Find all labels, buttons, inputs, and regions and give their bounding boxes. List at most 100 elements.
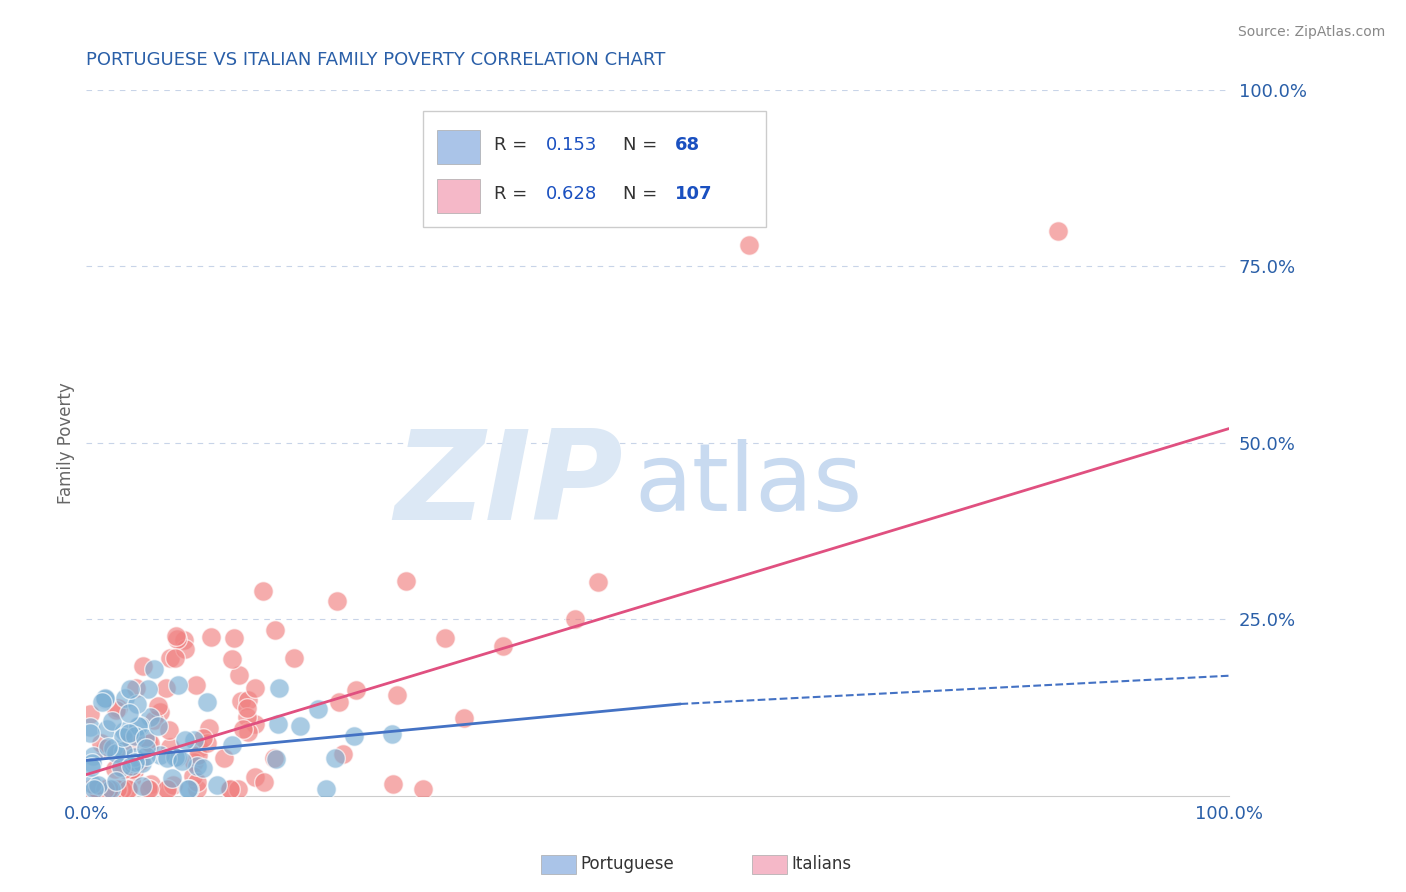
Point xyxy=(1046,224,1069,238)
Text: 68: 68 xyxy=(675,136,700,153)
Point xyxy=(173,632,195,647)
Point xyxy=(83,781,105,796)
Point xyxy=(205,778,228,792)
Point xyxy=(82,749,104,764)
Point xyxy=(183,756,205,770)
Point xyxy=(224,631,246,645)
Point xyxy=(159,739,181,754)
Point xyxy=(129,719,152,733)
Point xyxy=(103,740,125,755)
Point xyxy=(94,692,117,706)
Point xyxy=(198,721,221,735)
Point xyxy=(200,630,222,644)
Point xyxy=(195,736,218,750)
Point xyxy=(263,751,285,765)
Point xyxy=(112,724,135,739)
Point xyxy=(93,741,115,756)
Point xyxy=(94,781,117,796)
Text: Italians: Italians xyxy=(792,855,852,873)
Point xyxy=(118,726,141,740)
Point xyxy=(87,778,110,792)
Text: R =: R = xyxy=(494,136,533,153)
Point xyxy=(236,710,259,724)
Point xyxy=(117,781,139,796)
Point xyxy=(120,765,142,780)
Point xyxy=(105,703,128,717)
Point xyxy=(127,719,149,733)
Point xyxy=(134,731,156,746)
Point xyxy=(111,781,134,796)
Point xyxy=(111,744,134,758)
Point xyxy=(186,775,208,789)
Point xyxy=(129,754,152,768)
Point xyxy=(84,781,107,796)
Point xyxy=(157,723,180,737)
Text: ZIP: ZIP xyxy=(395,425,623,546)
Point xyxy=(586,574,609,589)
Point xyxy=(114,690,136,705)
Point xyxy=(135,741,157,756)
Text: 107: 107 xyxy=(675,186,713,203)
Point xyxy=(155,781,177,796)
Text: 0.628: 0.628 xyxy=(546,186,598,203)
Point xyxy=(79,706,101,721)
Point xyxy=(243,681,266,696)
Point xyxy=(187,747,209,762)
Point xyxy=(107,781,129,796)
Point xyxy=(267,681,290,696)
Point xyxy=(332,747,354,762)
Point xyxy=(155,681,177,696)
FancyBboxPatch shape xyxy=(423,111,766,227)
Point xyxy=(104,763,127,777)
Point xyxy=(167,678,190,692)
Point xyxy=(97,781,120,796)
Point xyxy=(381,777,404,791)
Point xyxy=(221,739,243,753)
Point xyxy=(138,781,160,796)
Point xyxy=(105,781,128,796)
Point xyxy=(315,781,337,796)
Point xyxy=(122,758,145,772)
Point xyxy=(149,747,172,762)
Point xyxy=(110,760,132,774)
Point xyxy=(84,781,107,796)
Point xyxy=(143,662,166,676)
Point xyxy=(79,781,101,796)
Point xyxy=(124,729,146,743)
Point xyxy=(131,780,153,794)
Point xyxy=(136,781,159,796)
Point xyxy=(395,574,418,588)
Point xyxy=(110,781,132,796)
Point xyxy=(343,729,366,743)
Point xyxy=(120,733,142,747)
Point xyxy=(380,727,402,741)
Point xyxy=(165,629,187,643)
Point xyxy=(177,781,200,796)
Point xyxy=(163,750,186,764)
Point xyxy=(170,755,193,769)
Point xyxy=(105,746,128,760)
Point xyxy=(235,701,257,715)
Point xyxy=(229,693,252,707)
Point xyxy=(159,650,181,665)
Point xyxy=(195,695,218,709)
Text: Portuguese: Portuguese xyxy=(581,855,675,873)
Point xyxy=(252,584,274,599)
Point xyxy=(163,651,186,665)
Point xyxy=(219,781,242,796)
Text: atlas: atlas xyxy=(634,439,863,531)
Point xyxy=(738,238,761,252)
Point xyxy=(125,697,148,711)
Point xyxy=(174,732,197,747)
Point xyxy=(124,755,146,769)
Point xyxy=(326,594,349,608)
Point xyxy=(100,781,122,796)
Point xyxy=(228,668,250,682)
Point xyxy=(120,759,142,773)
Point xyxy=(105,781,128,796)
Point xyxy=(344,682,367,697)
Point xyxy=(166,632,188,646)
Point xyxy=(121,777,143,791)
Point xyxy=(86,781,108,796)
Point xyxy=(187,740,209,755)
